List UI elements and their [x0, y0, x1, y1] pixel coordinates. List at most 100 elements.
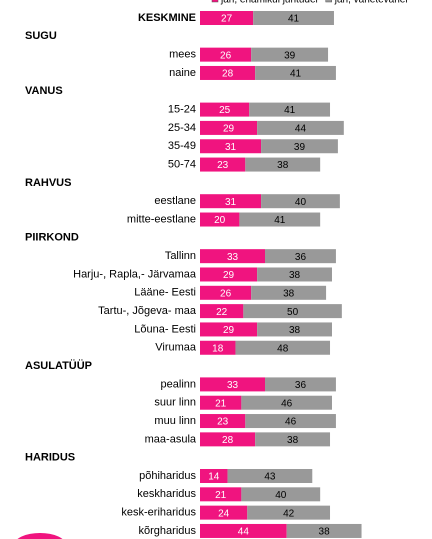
bar-segment [261, 139, 338, 154]
value-label: 42 [283, 508, 295, 519]
value-label: 40 [275, 490, 287, 501]
bar-segment [251, 285, 327, 300]
value-label: 36 [295, 380, 307, 391]
bar-segment [257, 322, 332, 337]
category-label: kõrgharidus [139, 525, 197, 537]
bar-segment [253, 11, 334, 25]
group-header: HARIDUS [25, 452, 75, 464]
bar-segment [249, 102, 331, 117]
value-label: 38 [283, 288, 295, 299]
bar-segment [255, 432, 331, 447]
category-label: mitte-eestlane [127, 213, 196, 225]
category-label: 50-74 [168, 158, 196, 170]
category-label: Harju-, Rapla,- Järvamaa [73, 268, 197, 280]
bar-segment [200, 249, 266, 264]
value-label: 24 [218, 508, 230, 519]
value-label: 40 [295, 197, 307, 208]
bar-segment [255, 65, 336, 80]
category-label: eestlane [154, 195, 196, 207]
value-label: 23 [217, 417, 229, 428]
value-label: 21 [215, 398, 227, 409]
bar-segment [245, 414, 336, 429]
group-header: PIIRKOND [25, 232, 79, 244]
category-label: Tallinn [165, 250, 196, 262]
bar-segment [200, 340, 236, 355]
category-label: põhiharidus [139, 470, 196, 482]
value-label: 39 [294, 142, 306, 153]
value-label: 27 [221, 14, 233, 25]
value-label: 26 [220, 288, 232, 299]
bar-segment [200, 395, 242, 410]
bar-segment [200, 304, 244, 319]
value-label: 31 [225, 142, 237, 153]
bar-segment [200, 120, 258, 135]
bar-segment [251, 47, 329, 62]
value-label: 33 [227, 252, 239, 263]
bar-segment [241, 395, 332, 410]
value-label: 36 [295, 252, 307, 263]
bar-segment [261, 194, 340, 209]
bar-segment [239, 212, 321, 227]
group-header: RAHVUS [25, 177, 71, 189]
value-label: 41 [288, 14, 300, 25]
bar-segment [200, 47, 252, 62]
bar-segment [247, 505, 331, 520]
value-label: 41 [290, 69, 302, 80]
value-label: 22 [216, 307, 228, 318]
category-label: mees [169, 49, 196, 61]
bar-segment [200, 65, 256, 80]
value-label: 23 [217, 160, 229, 171]
category-label: kesk-eriharidus [121, 507, 196, 519]
value-label: 20 [214, 215, 226, 226]
value-label: 43 [264, 472, 276, 483]
value-label: 44 [238, 527, 250, 538]
category-label: Tartu-, Jõgeva- maa [98, 305, 197, 317]
bar-segment [200, 157, 246, 172]
category-label: 15-24 [168, 104, 196, 116]
value-label: 50 [287, 307, 299, 318]
value-label: 14 [208, 472, 220, 483]
value-label: 29 [223, 270, 235, 281]
value-label: 48 [277, 343, 289, 354]
bar-segment [200, 102, 250, 117]
value-label: 18 [212, 343, 224, 354]
value-label: 39 [284, 50, 296, 61]
bar-segment [200, 267, 258, 282]
bar-segment [241, 487, 321, 502]
bar-segment [200, 285, 252, 300]
category-label: naine [169, 67, 196, 79]
category-label: Virumaa [155, 342, 197, 354]
bar-segment [200, 377, 266, 392]
value-label: 38 [289, 270, 301, 281]
bar-segment [200, 432, 256, 447]
value-label: 25 [219, 105, 231, 116]
group-header: ASULATÜÜP [25, 359, 92, 372]
value-label: 41 [274, 215, 286, 226]
value-label: 46 [281, 398, 293, 409]
bar-segment [235, 340, 331, 355]
value-label: 31 [225, 197, 237, 208]
value-label: 41 [284, 105, 296, 116]
value-label: 44 [295, 124, 307, 135]
bar-segment [243, 304, 342, 319]
value-label: 38 [319, 527, 331, 538]
group-header: VANUS [25, 85, 63, 97]
bar-segment [200, 487, 242, 502]
logo [17, 533, 63, 539]
bar-segment [200, 505, 248, 520]
value-label: 38 [289, 325, 301, 336]
bar-segment [200, 11, 254, 25]
bar-segment [245, 157, 321, 172]
bar-segment [200, 322, 258, 337]
value-label: 29 [223, 325, 235, 336]
category-label: pealinn [161, 378, 196, 390]
group-header: SUGU [25, 30, 57, 42]
category-label: KESKMINE [138, 12, 196, 24]
bar-segment [265, 249, 336, 264]
value-label: 26 [220, 50, 232, 61]
bar-segment [257, 267, 332, 282]
category-label: keskharidus [137, 488, 196, 500]
value-label: 33 [227, 380, 239, 391]
bar-segment [227, 469, 313, 483]
